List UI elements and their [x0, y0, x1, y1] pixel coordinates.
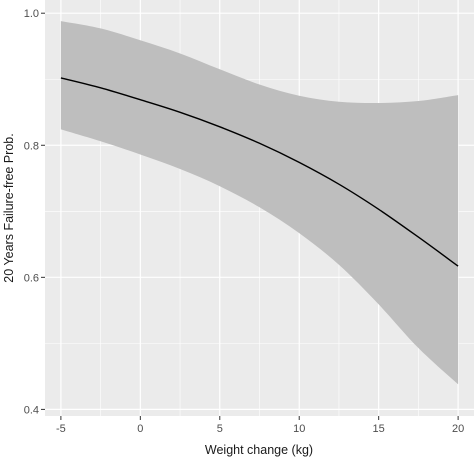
x-axis-ticks: -5 0 5 10 15 20 [56, 416, 464, 435]
confidence-band [60, 21, 459, 385]
y-tick-label: 0.6 [24, 272, 39, 284]
fitted-line [60, 77, 459, 267]
x-tick-label: 10 [293, 423, 305, 435]
y-tick-label: 0.4 [24, 404, 39, 416]
major-gridlines [45, 0, 474, 416]
y-tick-label: 0.8 [24, 140, 39, 152]
x-tick-label: 5 [217, 423, 223, 435]
y-axis-ticks: 0.4 0.6 0.8 1.0 [24, 8, 45, 416]
x-axis-title: Weight change (kg) [205, 443, 313, 457]
y-axis-title: 20 Years Failure-free Prob. [2, 133, 16, 282]
x-tick-label: 15 [373, 423, 385, 435]
y-tick-label: 1.0 [24, 8, 39, 20]
x-tick-label: 20 [452, 423, 464, 435]
x-tick-label: -5 [56, 423, 66, 435]
x-tick-label: 0 [137, 423, 143, 435]
